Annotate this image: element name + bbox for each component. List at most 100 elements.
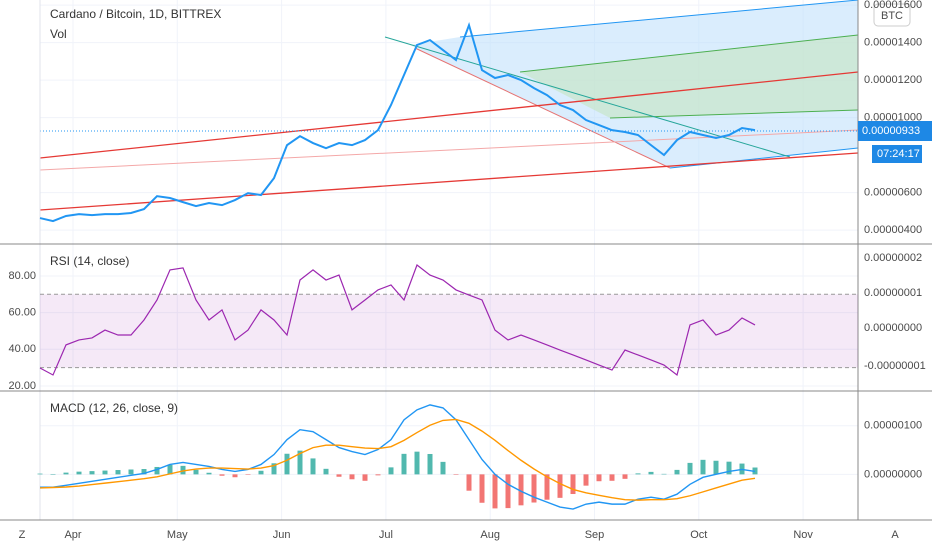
y-tick-label: 0.00001600	[864, 0, 922, 11]
histogram-bar	[63, 472, 69, 475]
histogram-bar	[336, 474, 342, 477]
time-label: Nov	[793, 529, 813, 541]
rsi-right-label: 0.00000001	[864, 287, 922, 299]
histogram-bar	[375, 474, 381, 476]
histogram-bar	[518, 474, 524, 506]
pane-title: MACD (12, 26, close, 9)	[50, 401, 178, 415]
histogram-bar	[323, 468, 329, 475]
histogram-bar	[76, 471, 82, 475]
auto-scale-button[interactable]: A	[891, 529, 899, 541]
histogram-bar	[50, 474, 56, 475]
histogram-bar	[492, 474, 498, 509]
histogram-bar	[635, 473, 641, 475]
histogram-bar	[193, 469, 199, 475]
histogram-bar	[427, 453, 433, 475]
series-line	[39, 21, 756, 223]
y-tick-label: 0.00000000	[864, 468, 922, 480]
time-label: Jul	[379, 529, 393, 541]
histogram-bar	[37, 473, 43, 475]
fork-inner-lower	[609, 109, 859, 119]
histogram-bar	[661, 473, 667, 475]
histogram-bar	[102, 470, 108, 475]
histogram-bar	[388, 467, 394, 475]
histogram-bar	[128, 469, 134, 475]
frame	[0, 0, 932, 521]
series-line	[39, 264, 756, 376]
histogram-bar	[622, 474, 628, 479]
y-tick-label: 0.00001000	[864, 111, 922, 123]
y-tick-label: 0.00001400	[864, 36, 922, 48]
y-tick-label: 0.00000100	[864, 420, 922, 432]
fork-upper	[459, 0, 859, 38]
y-tick-label: 0.00000400	[864, 224, 922, 236]
volume-label: Vol	[50, 27, 67, 41]
histogram-bar	[466, 474, 472, 491]
fork-lower	[669, 147, 859, 169]
histogram-bar	[713, 460, 719, 475]
symbol-title: Cardano / Bitcoin, 1D, BITTREX	[50, 7, 221, 21]
histogram-bar	[609, 474, 615, 481]
fork-inner-upper	[519, 34, 859, 73]
currency-button-label[interactable]: BTC	[881, 10, 903, 22]
rsi-band-fill	[40, 294, 858, 368]
fork-base	[414, 47, 671, 169]
series-line	[39, 418, 756, 501]
time-label: Oct	[690, 529, 707, 541]
histogram-bar	[232, 474, 238, 478]
rsi-right-label: -0.00000001	[864, 360, 926, 372]
price-label-box	[858, 121, 932, 141]
histogram-bar	[687, 462, 693, 475]
histogram-bar	[310, 458, 316, 475]
histogram-bar	[180, 465, 186, 475]
histogram-bar	[401, 453, 407, 475]
price-label: 0.00000933	[862, 125, 920, 137]
histogram-bar	[570, 474, 576, 495]
histogram-bar	[531, 474, 537, 503]
countdown: 07:24:17	[877, 148, 920, 160]
time-label: Aug	[480, 529, 500, 541]
histogram-bar	[115, 470, 121, 475]
histogram-bar	[453, 474, 459, 475]
histogram-bar	[141, 469, 147, 475]
histogram-bar	[557, 474, 563, 498]
time-label: Sep	[585, 529, 605, 541]
histogram-bar	[505, 474, 511, 509]
histogram-bar	[349, 474, 355, 480]
histogram-bar	[89, 471, 95, 475]
channel-top	[39, 71, 859, 159]
histogram-bar	[258, 470, 264, 475]
histogram-bar	[245, 474, 251, 475]
pane-title: RSI (14, close)	[50, 254, 129, 268]
y-tick-label: 60.00	[8, 307, 36, 319]
y-tick-label: 0.00001200	[864, 74, 922, 86]
histogram-bar	[271, 463, 277, 475]
countdown-box	[872, 145, 922, 163]
y-tick-label: 20.00	[8, 380, 36, 392]
currency-button[interactable]	[873, 3, 911, 27]
y-tick-label: 40.00	[8, 343, 36, 355]
timezone-button[interactable]: Z	[19, 529, 26, 541]
histogram-bar	[726, 461, 732, 475]
time-label: Jun	[273, 529, 291, 541]
histogram-bar	[700, 459, 706, 475]
histogram-bar	[362, 474, 368, 481]
histogram-bar	[440, 461, 446, 475]
histogram-bar	[648, 471, 654, 475]
histogram-bar	[583, 474, 589, 486]
histogram-bar	[284, 453, 290, 475]
histogram-bar	[154, 466, 160, 475]
histogram-bar	[297, 450, 303, 475]
time-label: Apr	[64, 529, 81, 541]
rsi-right-label: 0.00000002	[864, 252, 922, 264]
histogram-bar	[544, 474, 550, 500]
histogram-bar	[167, 464, 173, 475]
histogram-bar	[219, 474, 225, 476]
histogram-bar	[674, 469, 680, 475]
histogram-bar	[206, 472, 212, 475]
histogram-bar	[414, 451, 420, 475]
y-tick-label: 80.00	[8, 270, 36, 282]
histogram-bar	[479, 474, 485, 503]
rsi-right-label: 0.00000000	[864, 322, 922, 334]
time-label: May	[167, 529, 188, 541]
